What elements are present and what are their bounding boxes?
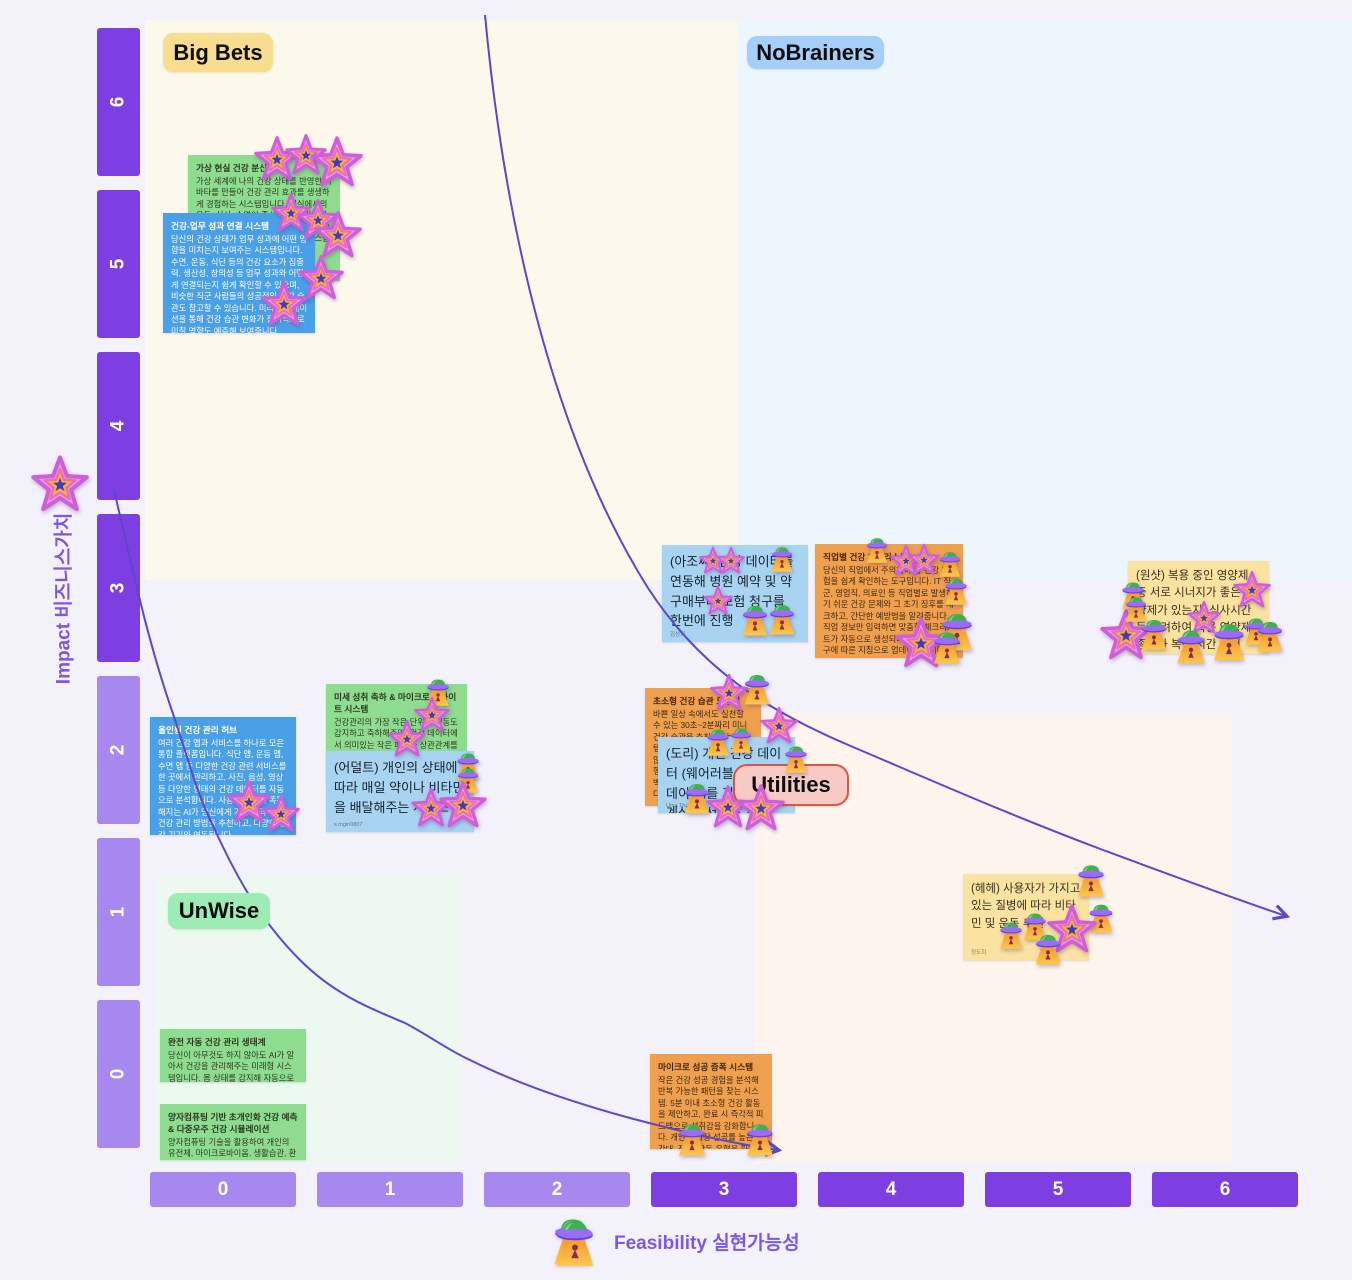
x-tick-4: 4 [818, 1172, 964, 1207]
x-tick-label: 4 [885, 1178, 897, 1200]
star-sticker-icon[interactable] [311, 135, 363, 187]
quadrant-label-unwise[interactable]: UnWise [168, 893, 270, 929]
y-tick-2: 2 [97, 676, 140, 824]
note-author: 김성회 [670, 631, 686, 638]
ufo-sticker-icon[interactable] [940, 574, 972, 606]
note-title: 올인원 건강 관리 허브 [158, 725, 238, 735]
star-sticker-icon[interactable] [717, 546, 745, 574]
note-title: 가상 현실 건강 분신 [196, 163, 268, 173]
x-tick-label: 2 [551, 1178, 563, 1200]
note-body: 양자컴퓨팅 기술을 활용하여 개인의 유전체, 마이크로바이옴, 생활습관, 환… [168, 1137, 297, 1160]
y-tick-label: 2 [107, 744, 129, 756]
star-sticker-icon[interactable] [1233, 570, 1271, 608]
ufo-sticker-icon[interactable] [1171, 625, 1211, 665]
y-tick-label: 0 [107, 1068, 129, 1080]
x-tick-3: 3 [651, 1172, 797, 1207]
ufo-sticker-icon[interactable] [739, 670, 775, 706]
y-tick-4: 4 [97, 352, 140, 500]
ufo-icon [548, 1214, 602, 1268]
star-sticker-icon[interactable] [261, 280, 307, 326]
note-author: 정도희 [971, 949, 987, 956]
y-axis-label: Impact 비즈니스가치 [53, 512, 75, 685]
y-tick-label: 5 [107, 258, 129, 270]
ufo-sticker-icon[interactable] [1030, 930, 1066, 966]
y-tick-1: 1 [97, 838, 140, 986]
quadrant-label-text: UnWise [178, 898, 260, 923]
note-author: s.mgin0807 [334, 821, 363, 828]
x-tick-0: 0 [150, 1172, 296, 1207]
x-tick-label: 0 [217, 1178, 229, 1200]
x-tick-1: 1 [317, 1172, 463, 1207]
ufo-sticker-icon[interactable] [1252, 617, 1288, 653]
x-tick-label: 1 [384, 1178, 396, 1200]
ufo-sticker-icon[interactable] [928, 627, 966, 665]
star-sticker-icon[interactable] [314, 210, 362, 258]
quadrant-label-utilities[interactable]: Utilities [733, 764, 849, 806]
x-axis-label-group: Feasibility 실현가능성 [548, 1214, 800, 1268]
ufo-sticker-icon[interactable] [1136, 615, 1172, 651]
ufo-sticker-icon[interactable] [726, 724, 756, 754]
star-sticker-icon[interactable] [388, 719, 426, 757]
x-tick-2: 2 [484, 1172, 630, 1207]
note-title: 완전 자동 건강 관리 생태계 [168, 1037, 266, 1047]
quadrant-label-text: Big Bets [173, 39, 263, 65]
star-sticker-icon[interactable] [262, 794, 300, 832]
x-tick-label: 6 [1219, 1178, 1231, 1200]
ufo-sticker-icon[interactable] [764, 600, 800, 636]
y-tick-0: 0 [97, 1000, 140, 1148]
star-sticker-icon[interactable] [439, 780, 487, 828]
x-tick-label: 5 [1052, 1178, 1064, 1200]
y-tick-6: 6 [97, 28, 140, 176]
note-body: 당신이 아무것도 하지 않아도 AI가 알아서 건강을 관리해주는 미래형 시스… [168, 1050, 295, 1082]
star-sticker-icon[interactable] [31, 454, 89, 512]
y-tick-3: 3 [97, 514, 140, 662]
ufo-sticker-icon[interactable] [767, 543, 797, 573]
note-title: 마이크로 성공 증폭 시스템 [658, 1062, 754, 1072]
y-tick-5: 5 [97, 190, 140, 338]
ufo-sticker-icon[interactable] [673, 1119, 711, 1157]
star-sticker-icon[interactable] [737, 783, 785, 831]
quadrant-nobrainers [737, 20, 1352, 580]
note-title: 양자컴퓨팅 기반 초개인화 건강 예측 & 다중우주 건강 시뮬레이션 [168, 1112, 298, 1134]
note-title: 건강-업무 성과 연결 시스템 [171, 221, 270, 231]
star-sticker-icon[interactable] [760, 706, 798, 744]
note-body: 당신의 건강 상태가 업무 성과에 어떤 영향을 미치는지 보여주는 시스템입니… [171, 234, 307, 333]
star-sticker-icon[interactable] [703, 585, 733, 615]
x-tick-5: 5 [985, 1172, 1131, 1207]
quadrant-label-text: NoBrainers [756, 39, 875, 65]
y-tick-label: 1 [107, 906, 129, 918]
x-axis-label: Feasibility 실현가능성 [614, 1232, 800, 1254]
quadrant-label-big-bets[interactable]: Big Bets [163, 33, 273, 72]
ufo-sticker-icon[interactable] [995, 918, 1027, 950]
ufo-sticker-icon[interactable] [741, 1119, 779, 1157]
y-tick-label: 4 [107, 420, 129, 432]
x-tick-6: 6 [1152, 1172, 1298, 1207]
ufo-sticker-icon[interactable] [780, 742, 812, 774]
quadrant-label-nobrainers[interactable]: NoBrainers [747, 36, 884, 69]
ufo-sticker-icon[interactable] [1072, 860, 1110, 898]
ufo-sticker-icon[interactable] [862, 534, 892, 564]
y-tick-label: 6 [107, 96, 129, 108]
x-tick-label: 3 [718, 1178, 730, 1200]
y-tick-label: 3 [107, 582, 129, 594]
